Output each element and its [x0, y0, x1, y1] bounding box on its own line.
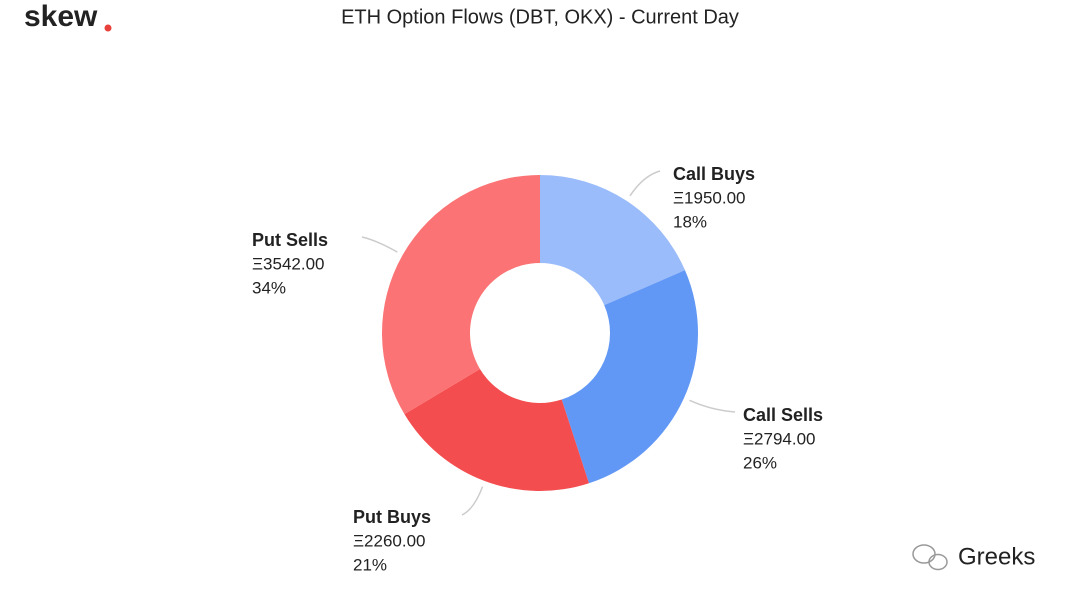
watermark: Greeks [958, 543, 1035, 570]
logo-dot [104, 24, 112, 32]
donut-slice [561, 270, 698, 484]
watermark-icon [912, 544, 948, 571]
connector-line [461, 486, 484, 516]
slice-percent-label: 26% [743, 453, 777, 472]
slice-percent-label: 34% [252, 278, 286, 297]
slice-name: Call Sells [743, 405, 823, 425]
slice-name: Put Sells [252, 230, 328, 250]
donut-slice [382, 175, 540, 415]
slice-name: Call Buys [673, 164, 755, 184]
slice-percent-label: 18% [673, 212, 707, 231]
slice-name: Put Buys [353, 507, 431, 527]
donut-slice [404, 368, 589, 491]
slice-value-label: Ξ3542.00 [252, 254, 325, 273]
slice-value-label: Ξ2260.00 [353, 531, 426, 550]
chart-title: ETH Option Flows (DBT, OKX) - Current Da… [341, 6, 739, 28]
connector-line [689, 399, 736, 413]
slice-percent-label: 21% [353, 555, 387, 574]
slice-value-label: Ξ1950.00 [673, 188, 746, 207]
slice-value-label: Ξ2794.00 [743, 429, 816, 448]
connector-line [361, 236, 398, 253]
logo: skew [24, 0, 98, 33]
donut-slice [540, 175, 685, 306]
connector-line [629, 170, 661, 197]
